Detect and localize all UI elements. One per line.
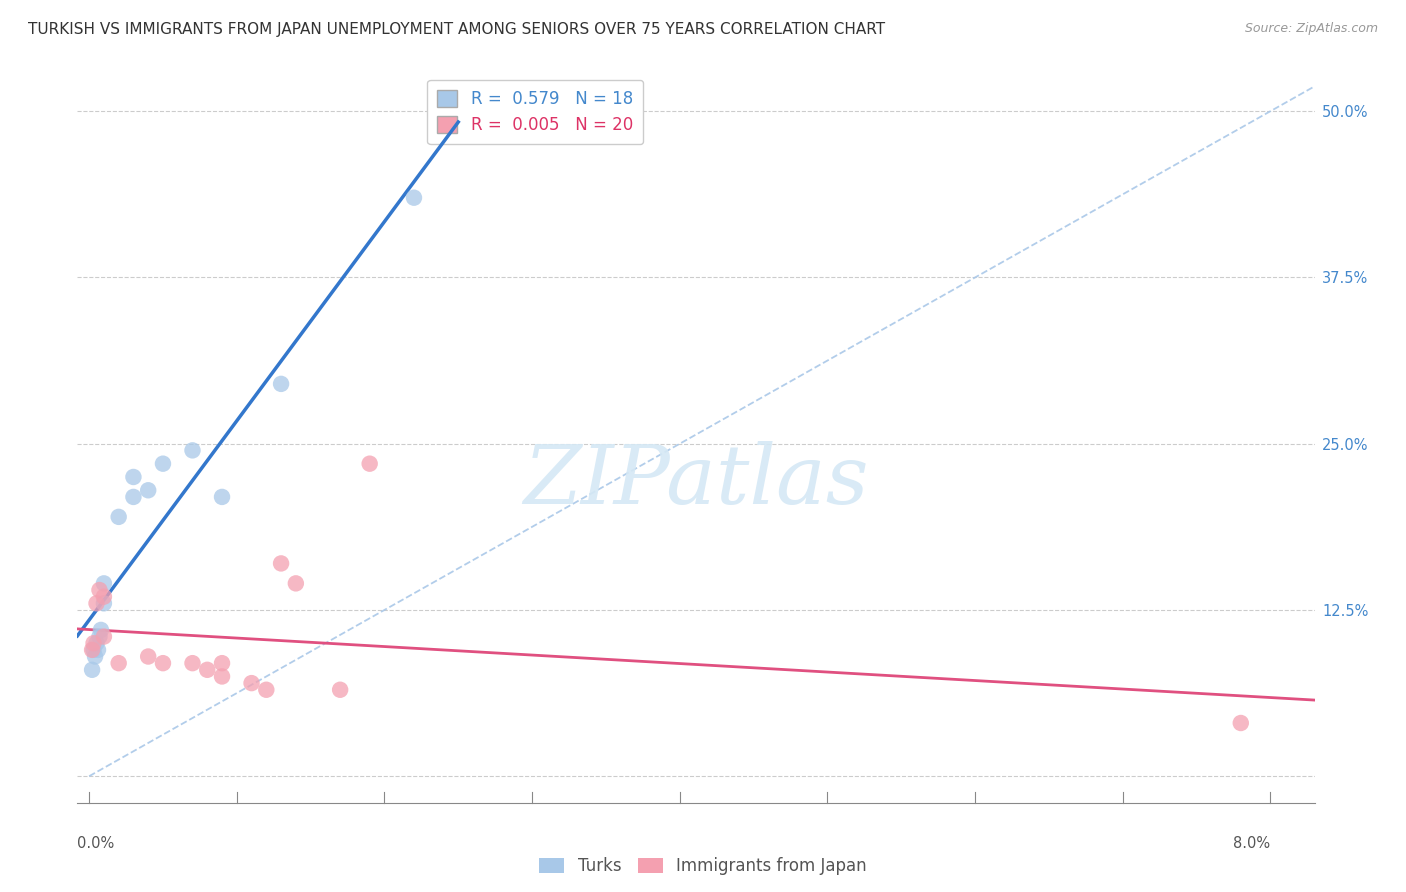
Point bbox=[211, 669, 233, 683]
Point bbox=[93, 596, 115, 610]
Point bbox=[181, 656, 204, 670]
Point bbox=[82, 663, 104, 677]
Point bbox=[359, 457, 381, 471]
Point bbox=[82, 643, 104, 657]
Point bbox=[93, 576, 115, 591]
Point bbox=[107, 656, 129, 670]
Point bbox=[93, 630, 115, 644]
Point bbox=[402, 191, 425, 205]
Point bbox=[329, 682, 352, 697]
Point bbox=[86, 636, 108, 650]
Point bbox=[211, 490, 233, 504]
Point bbox=[1229, 716, 1251, 731]
Text: Source: ZipAtlas.com: Source: ZipAtlas.com bbox=[1244, 22, 1378, 36]
Point bbox=[270, 376, 292, 391]
Point bbox=[211, 656, 233, 670]
Point bbox=[122, 470, 145, 484]
Point bbox=[87, 643, 110, 657]
Point bbox=[84, 649, 107, 664]
Point bbox=[107, 509, 129, 524]
Point bbox=[83, 643, 105, 657]
Legend: R =  0.579   N = 18, R =  0.005   N = 20: R = 0.579 N = 18, R = 0.005 N = 20 bbox=[427, 79, 643, 145]
Point bbox=[152, 656, 174, 670]
Point bbox=[254, 682, 277, 697]
Point bbox=[136, 483, 159, 498]
Point bbox=[122, 490, 145, 504]
Text: ZIPatlas: ZIPatlas bbox=[523, 441, 869, 521]
Point bbox=[90, 623, 112, 637]
Point bbox=[270, 557, 292, 571]
Point bbox=[284, 576, 307, 591]
Point bbox=[89, 582, 111, 597]
Point bbox=[89, 630, 111, 644]
Point bbox=[240, 676, 263, 690]
Point bbox=[86, 596, 108, 610]
Point bbox=[152, 457, 174, 471]
Point bbox=[93, 590, 115, 604]
Text: TURKISH VS IMMIGRANTS FROM JAPAN UNEMPLOYMENT AMONG SENIORS OVER 75 YEARS CORREL: TURKISH VS IMMIGRANTS FROM JAPAN UNEMPLO… bbox=[28, 22, 886, 37]
Point bbox=[195, 663, 218, 677]
Text: 8.0%: 8.0% bbox=[1233, 836, 1270, 851]
Legend: Turks, Immigrants from Japan: Turks, Immigrants from Japan bbox=[533, 851, 873, 882]
Point bbox=[83, 636, 105, 650]
Point bbox=[136, 649, 159, 664]
Point bbox=[181, 443, 204, 458]
Text: 0.0%: 0.0% bbox=[77, 836, 114, 851]
